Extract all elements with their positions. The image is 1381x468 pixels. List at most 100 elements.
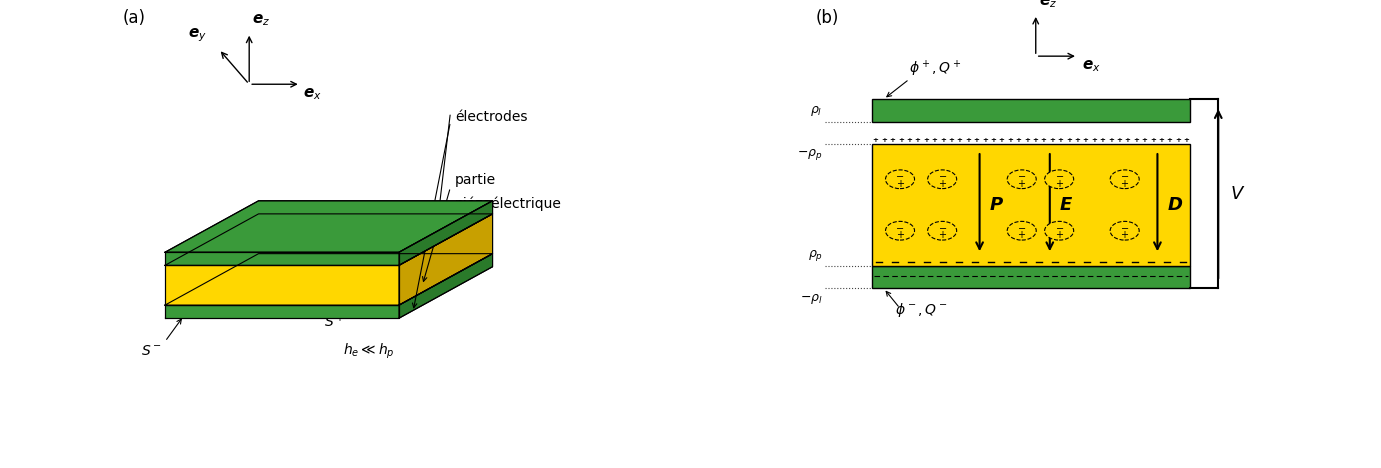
Ellipse shape: [1110, 221, 1139, 240]
Text: $-$: $-$: [1120, 221, 1130, 232]
Text: $\boldsymbol{e}_z$: $\boldsymbol{e}_z$: [251, 12, 269, 28]
Text: +: +: [1099, 138, 1105, 143]
Text: $+$: $+$: [938, 178, 946, 189]
Text: $+$: $+$: [895, 229, 905, 241]
Text: +: +: [1074, 138, 1080, 143]
Text: +: +: [1167, 138, 1172, 143]
Text: +: +: [1007, 138, 1014, 143]
Text: $S^+$: $S^+$: [325, 313, 345, 330]
Text: +: +: [1091, 138, 1097, 143]
Polygon shape: [164, 214, 493, 265]
Text: +: +: [1142, 138, 1148, 143]
Text: +: +: [998, 138, 1004, 143]
Text: (a): (a): [123, 9, 146, 27]
Text: +: +: [1041, 138, 1047, 143]
Text: +: +: [1066, 138, 1072, 143]
Text: $\boldsymbol{e}_y$: $\boldsymbol{e}_y$: [188, 27, 207, 44]
Text: +: +: [1015, 138, 1022, 143]
Text: $+$: $+$: [895, 178, 905, 189]
Text: $-$: $-$: [938, 170, 947, 180]
Text: $\phi^+, Q^+$: $\phi^+, Q^+$: [910, 59, 961, 79]
Text: électrodes: électrodes: [456, 110, 528, 124]
Bar: [871, 99, 1190, 122]
Text: +: +: [1050, 138, 1055, 143]
Polygon shape: [399, 201, 493, 265]
Text: $h_e \ll h_p$: $h_e \ll h_p$: [342, 341, 395, 361]
Text: partie: partie: [456, 173, 496, 187]
Text: $+$: $+$: [1120, 229, 1130, 241]
Text: $+$: $+$: [1018, 178, 1026, 189]
Text: $-$: $-$: [1055, 170, 1063, 180]
Text: +: +: [1058, 138, 1063, 143]
Text: $+$: $+$: [938, 229, 946, 241]
Text: $\boldsymbol{e}_x$: $\boldsymbol{e}_x$: [302, 87, 322, 102]
Text: +: +: [1116, 138, 1123, 143]
Ellipse shape: [1044, 221, 1073, 240]
Text: $\boldsymbol{e}_z$: $\boldsymbol{e}_z$: [1040, 0, 1058, 10]
Text: $-\rho_p$: $-\rho_p$: [797, 147, 823, 162]
Text: $V$: $V$: [1230, 185, 1246, 203]
Text: piézoélectrique: piézoélectrique: [456, 197, 562, 211]
Text: $h_e$: $h_e$: [196, 304, 211, 320]
Text: +: +: [1134, 138, 1139, 143]
Text: +: +: [957, 138, 963, 143]
Text: +: +: [1184, 138, 1189, 143]
Text: +: +: [1083, 138, 1088, 143]
Text: +: +: [1150, 138, 1156, 143]
Ellipse shape: [1110, 170, 1139, 189]
Text: $\boldsymbol{e}_x$: $\boldsymbol{e}_x$: [1081, 58, 1101, 74]
Ellipse shape: [928, 221, 957, 240]
Text: +: +: [906, 138, 913, 143]
Ellipse shape: [885, 221, 914, 240]
Text: $h_p$: $h_p$: [213, 276, 228, 294]
Text: $-$: $-$: [895, 221, 905, 232]
Text: +: +: [898, 138, 903, 143]
Ellipse shape: [1007, 221, 1036, 240]
Text: $-$: $-$: [1018, 170, 1026, 180]
Text: +: +: [949, 138, 954, 143]
Bar: [871, 144, 1190, 266]
Polygon shape: [399, 254, 493, 318]
Polygon shape: [164, 265, 399, 305]
Text: $-$: $-$: [1055, 221, 1063, 232]
Text: +: +: [932, 138, 938, 143]
Text: $\boldsymbol{D}$: $\boldsymbol{D}$: [1167, 196, 1184, 214]
Text: +: +: [990, 138, 996, 143]
Text: $-\rho_l$: $-\rho_l$: [800, 292, 823, 306]
Text: $+$: $+$: [1120, 178, 1130, 189]
Text: $\phi^-, Q^-$: $\phi^-, Q^-$: [895, 301, 947, 319]
Text: $S^-$: $S^-$: [141, 344, 162, 358]
Text: (b): (b): [816, 9, 840, 27]
Text: $+$: $+$: [1018, 229, 1026, 241]
Text: +: +: [914, 138, 921, 143]
Text: +: +: [923, 138, 929, 143]
Text: +: +: [1108, 138, 1114, 143]
Text: +: +: [974, 138, 979, 143]
Polygon shape: [164, 252, 399, 265]
Text: $+$: $+$: [1055, 229, 1063, 241]
Ellipse shape: [1007, 170, 1036, 189]
Text: $\rho_l$: $\rho_l$: [811, 104, 823, 118]
Text: +: +: [940, 138, 946, 143]
Polygon shape: [164, 305, 399, 318]
Text: +: +: [1124, 138, 1131, 143]
Text: +: +: [873, 138, 878, 143]
Bar: [871, 266, 1190, 288]
Text: $\rho_p$: $\rho_p$: [808, 248, 823, 263]
Ellipse shape: [928, 170, 957, 189]
Text: $-$: $-$: [938, 221, 947, 232]
Text: $\boldsymbol{E}$: $\boldsymbol{E}$: [1059, 196, 1073, 214]
Text: +: +: [881, 138, 887, 143]
Text: +: +: [1175, 138, 1181, 143]
Text: $\boldsymbol{P}$: $\boldsymbol{P}$: [989, 196, 1004, 214]
Text: $-$: $-$: [1018, 221, 1026, 232]
Ellipse shape: [885, 170, 914, 189]
Polygon shape: [164, 201, 493, 252]
Polygon shape: [164, 254, 493, 305]
Text: $-$: $-$: [895, 170, 905, 180]
Text: +: +: [1023, 138, 1030, 143]
Polygon shape: [399, 214, 493, 305]
Text: +: +: [889, 138, 895, 143]
Text: +: +: [982, 138, 987, 143]
Text: +: +: [1159, 138, 1164, 143]
